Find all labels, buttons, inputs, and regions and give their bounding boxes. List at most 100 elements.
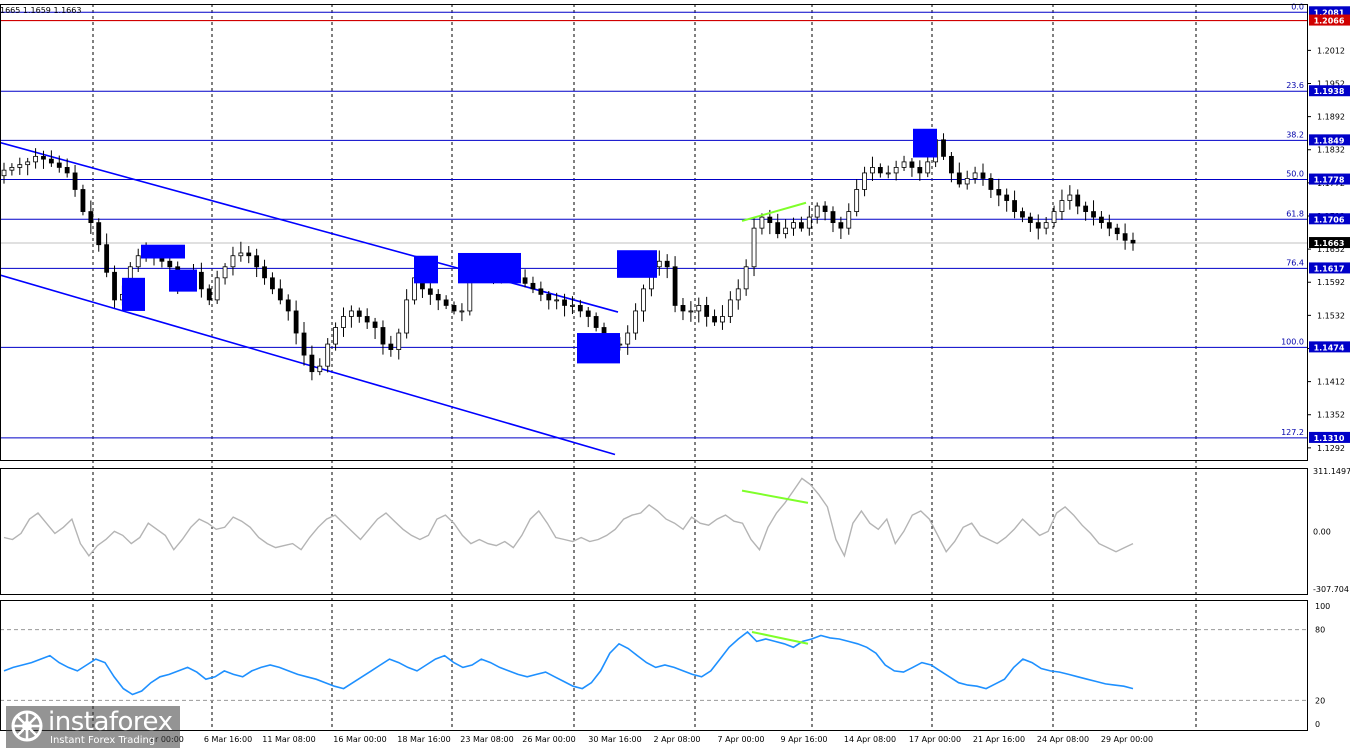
rsi-tick-label: 100 [1315,602,1330,611]
candle-body [988,178,994,190]
red-price-tag [1309,14,1350,26]
current-price-tag [1309,237,1350,249]
candle-body [593,316,599,328]
candle-body [214,277,220,301]
candle-body [404,299,410,334]
candle-body [301,332,307,356]
candle-body [1083,205,1089,212]
candle-body [696,305,702,312]
fib-level-percent: 50.0 [1286,170,1304,179]
candle-body [956,172,962,185]
candle-body [356,310,362,317]
candle-body [222,266,228,279]
time-label: 16 Mar 00:00 [333,735,386,744]
time-label: 23 Mar 08:00 [460,735,513,744]
candle-body [562,299,567,306]
candle-body [925,161,931,174]
fib-price-tag-label: 1.1474 [1314,343,1345,352]
ohlc-header: 1665 1.1659 1.1663 [0,6,81,15]
time-label: 14 Apr 08:00 [844,735,896,744]
candle-body [285,299,291,312]
candle-body [656,260,662,268]
candle-body [712,316,717,323]
candle-body [341,316,346,328]
candle-body [767,216,773,224]
brand-tagline: Instant Forex Trading [50,735,156,746]
candle-body [56,162,62,168]
candle-body [48,158,54,164]
channel-lower-line [0,274,616,456]
candle-body [1004,194,1010,201]
panel-border [0,468,1308,595]
candle-body [783,227,789,235]
candle-body [577,305,583,312]
time-label: 30 Mar 16:00 [588,735,641,744]
candle-body [1051,211,1057,224]
red-price-tag-label: 1.2066 [1314,17,1345,26]
candle-body [877,167,883,174]
candle-body [325,343,331,367]
time-label: 7 Apr 00:00 [717,735,764,744]
candle-body [751,227,757,268]
signal-box [141,244,185,259]
price-tick-label: 1.1832 [1317,146,1345,155]
candle-body [262,266,267,279]
time-label: 29 Apr 00:00 [1101,735,1153,744]
fib-level-percent: 127.2 [1281,428,1304,437]
candle-body [917,167,923,174]
candle-body [893,167,899,174]
panel-border [0,4,1308,461]
brand-logo: instaforex Instant Forex Trading [6,706,180,748]
candle-body [838,222,844,229]
candle-body [814,205,820,218]
candle-body [775,222,781,235]
candle-body [230,255,236,268]
candle-body [96,222,102,246]
signal-box [169,269,197,292]
brand-name: instaforex [48,707,173,737]
grid-lines [92,4,1197,730]
candle-body [380,327,386,345]
fib-level-percent: 61.8 [1286,209,1304,218]
candle-body [246,252,252,257]
candle-body [1091,211,1096,218]
candle-body [791,222,796,229]
candle-body [688,310,694,313]
candle-body [1099,216,1104,224]
candle-body [664,260,670,268]
candle-body [1020,211,1025,218]
candle-body [909,161,915,168]
fib-level-percent: 100.0 [1281,337,1304,346]
brand-mark-icon [11,710,43,742]
candle-body [554,299,560,302]
candle-body [25,161,31,166]
price-tick-label: 1.1592 [1317,278,1345,287]
candle-body [1043,222,1049,229]
fib-price-tag-label: 1.1778 [1314,176,1345,185]
time-label: 9 Apr 16:00 [780,735,827,744]
candle-body [941,139,946,157]
candle-body [704,305,710,317]
candle-body [806,216,812,229]
candle-body [727,299,733,317]
candle-body [1,169,7,177]
fib-price-tag-label: 1.1849 [1314,136,1345,145]
candle-body [822,205,828,212]
candle-body [672,266,678,306]
rsi-divergence-line [751,630,809,645]
candle-body [1122,233,1128,241]
candle-body [198,271,204,290]
fib-price-tag [1309,213,1350,225]
time-label: 17 Apr 00:00 [909,735,961,744]
fib-price-tag [1309,6,1350,18]
signal-box [491,252,521,284]
candle-body [1075,194,1081,207]
divergence-line [741,201,807,222]
rsi-panel [0,629,1307,701]
candle-body [1114,227,1120,235]
candle-body [720,316,725,323]
cci-divergence-line [741,489,809,504]
rsi-line [3,630,1134,696]
